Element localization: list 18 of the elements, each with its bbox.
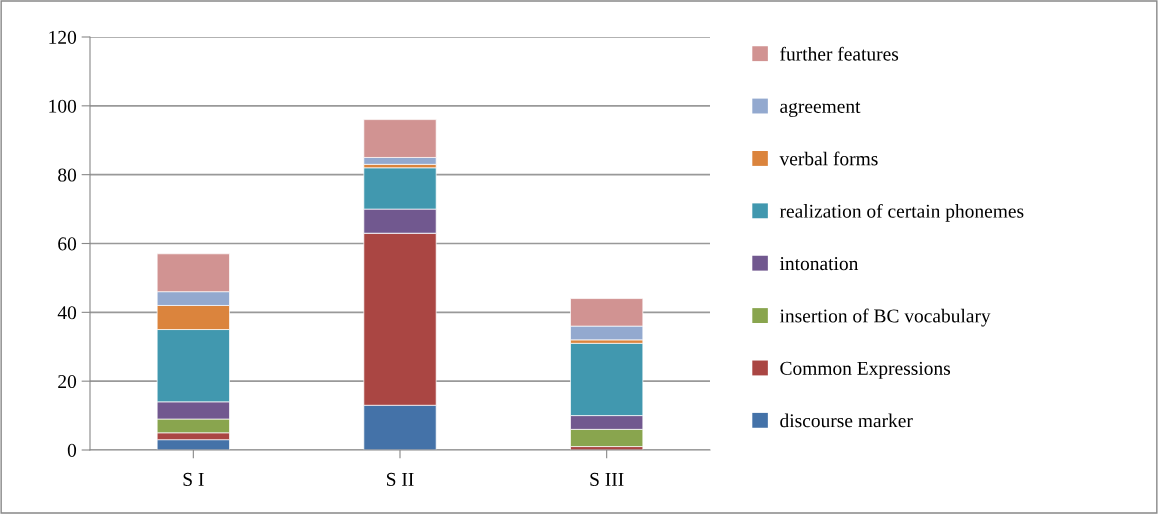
- legend-label: intonation: [779, 257, 859, 271]
- y-tick-label: 80: [58, 168, 77, 182]
- legend-label: realization of certain phonemes: [779, 203, 1024, 222]
- y-tick-label: 20: [58, 374, 77, 389]
- y-tick-label: 60: [58, 237, 77, 251]
- legend-label: Common Expressions: [780, 361, 951, 379]
- y-tick-label: 0: [67, 443, 77, 457]
- x-tick-label: S III: [590, 472, 624, 486]
- legend-label: agreement: [780, 101, 861, 117]
- y-tick-label: 120: [49, 30, 77, 44]
- y-tick-label: 40: [57, 306, 77, 320]
- legend-label: verbal forms: [779, 151, 878, 166]
- x-tick-label: S I: [183, 472, 204, 486]
- legend-label: discourse marker: [780, 413, 913, 428]
- x-tick-label: S II: [386, 472, 414, 486]
- legend-label: insertion of BC vocabulary: [779, 308, 991, 327]
- y-tick-label: 100: [49, 99, 77, 113]
- legend-label: further features: [780, 46, 899, 61]
